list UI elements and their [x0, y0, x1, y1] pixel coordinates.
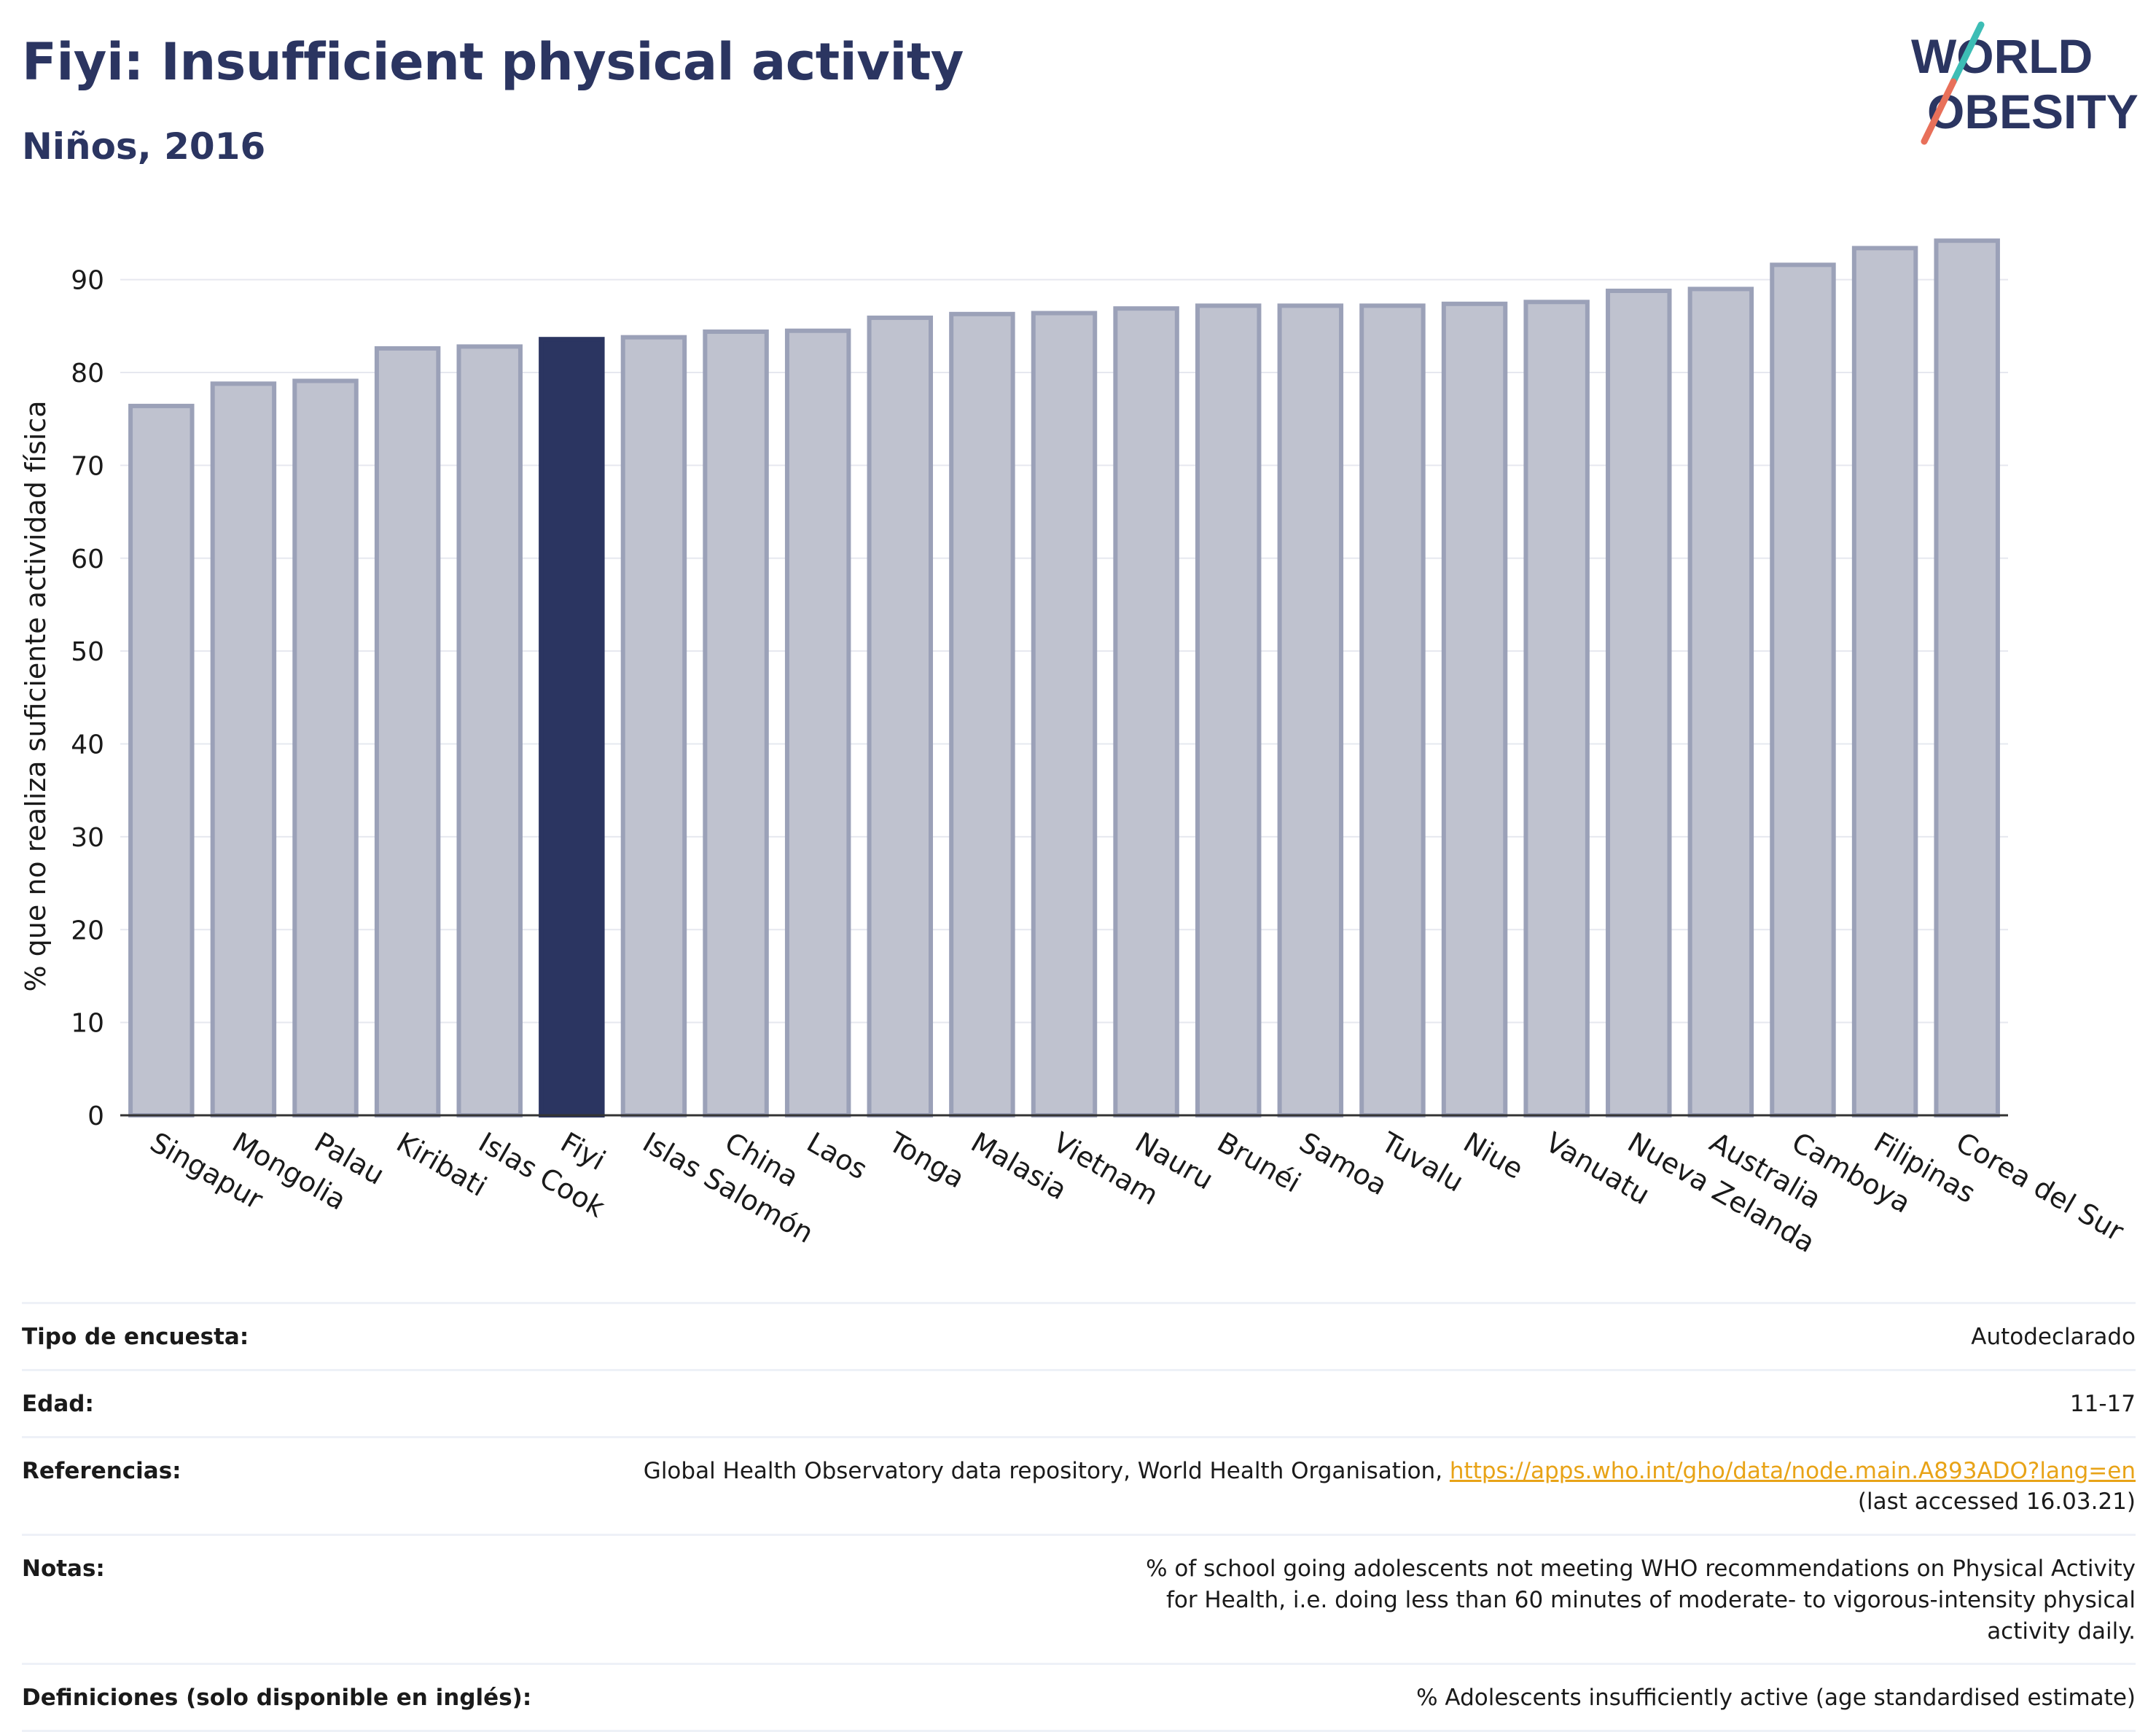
chart-subtitle: Niños, 2016 — [22, 125, 266, 168]
bar-china — [703, 329, 769, 1118]
info-value: % of school going adolescents not meetin… — [576, 1534, 2136, 1664]
info-value: % Adolescents insufficiently active (age… — [576, 1663, 2136, 1732]
info-row-definitions: Definiciones (solo disponible en inglés)… — [22, 1663, 2136, 1732]
y-tick-label: 80 — [71, 359, 104, 389]
y-tick-label: 90 — [71, 266, 104, 296]
reference-link[interactable]: https://apps.who.int/gho/data/node.main.… — [1449, 1457, 2136, 1484]
bar-brunéi — [1195, 303, 1262, 1117]
info-label: Referencias: — [22, 1435, 576, 1535]
bar-tuvalu — [1359, 303, 1426, 1117]
info-label: Edad: — [22, 1368, 576, 1438]
bar-corea-del-sur — [1934, 238, 2000, 1118]
logo-slash-top — [1950, 21, 1985, 85]
info-label: Notas: — [22, 1534, 576, 1664]
bar-camboya — [1770, 262, 1836, 1117]
logo-word-obesity: OBESITY — [1927, 85, 2139, 139]
bars — [128, 238, 2000, 1118]
reference-accessed: (last accessed 16.03.21) — [1857, 1489, 2136, 1516]
bar-filipinas — [1851, 246, 1918, 1118]
logo-slash-bottom — [1921, 78, 1957, 145]
x-tick-label: Tonga — [883, 1126, 969, 1194]
y-tick-labels: 0 10 20 30 40 50 60 70 80 90 — [71, 266, 104, 1131]
y-tick-label: 70 — [71, 451, 104, 481]
info-value: 11-17 — [576, 1368, 2136, 1438]
y-tick-label: 20 — [71, 916, 104, 945]
bar-mongolia — [210, 381, 277, 1117]
info-table: Tipo de encuesta: Autodeclarado Edad: 11… — [22, 1302, 2136, 1732]
y-tick-label: 60 — [71, 545, 104, 574]
logo-word-world: WORLD — [1911, 29, 2093, 83]
bar-nueva-zelanda — [1606, 288, 1672, 1118]
chart-title: Fiyi: Insufficient physical activity — [22, 32, 964, 92]
x-tick-label: Samoa — [1294, 1126, 1392, 1202]
bar-laos — [784, 328, 851, 1118]
bar-chart: 0 10 20 30 40 50 60 70 80 90 SingapurMongoliaPala… — [20, 238, 2130, 1259]
info-value: Autodeclarado — [576, 1302, 2136, 1370]
bar-islas-salomón — [620, 335, 687, 1118]
bar-samoa — [1277, 303, 1344, 1117]
bar-vanuatu — [1523, 300, 1590, 1117]
x-tick-label: Tuvalu — [1375, 1126, 1469, 1198]
info-label: Tipo de encuesta: — [22, 1302, 576, 1370]
bar-nauru — [1113, 306, 1179, 1117]
info-row-references: Referencias: Global Health Observatory d… — [22, 1435, 2136, 1535]
bar-niue — [1441, 301, 1508, 1117]
bar-fiyi — [539, 337, 605, 1118]
y-tick-label: 50 — [71, 637, 104, 667]
bar-kiribati — [374, 346, 441, 1117]
y-axis-label: % que no realiza suficiente actividad fí… — [20, 401, 52, 992]
bar-australia — [1687, 286, 1754, 1118]
info-row-notes: Notas: % of school going adolescents not… — [22, 1534, 2136, 1664]
info-value-references: Global Health Observatory data repositor… — [576, 1435, 2136, 1535]
info-label: Definiciones (solo disponible en inglés)… — [22, 1663, 576, 1732]
bar-vietnam — [1031, 311, 1098, 1117]
bar-palau — [292, 378, 359, 1117]
x-tick-label: Niue — [1458, 1126, 1529, 1185]
bar-malasia — [949, 311, 1015, 1117]
bar-tonga — [867, 315, 934, 1117]
x-tick-label: Laos — [802, 1126, 873, 1186]
world-obesity-logo: WORLD OBESITY — [1911, 21, 2139, 145]
reference-text: Global Health Observatory data repositor… — [643, 1457, 1450, 1484]
y-tick-label: 0 — [87, 1101, 104, 1131]
info-row-survey-type: Tipo de encuesta: Autodeclarado — [22, 1302, 2136, 1370]
y-tick-label: 10 — [71, 1009, 104, 1039]
y-tick-label: 30 — [71, 823, 104, 853]
info-row-age: Edad: 11-17 — [22, 1368, 2136, 1438]
bar-islas-cook — [456, 344, 523, 1117]
y-tick-label: 40 — [71, 730, 104, 760]
bar-singapur — [128, 403, 195, 1117]
x-tick-label: Kiribati — [391, 1126, 493, 1203]
x-tick-label: Brunéi — [1212, 1126, 1306, 1199]
